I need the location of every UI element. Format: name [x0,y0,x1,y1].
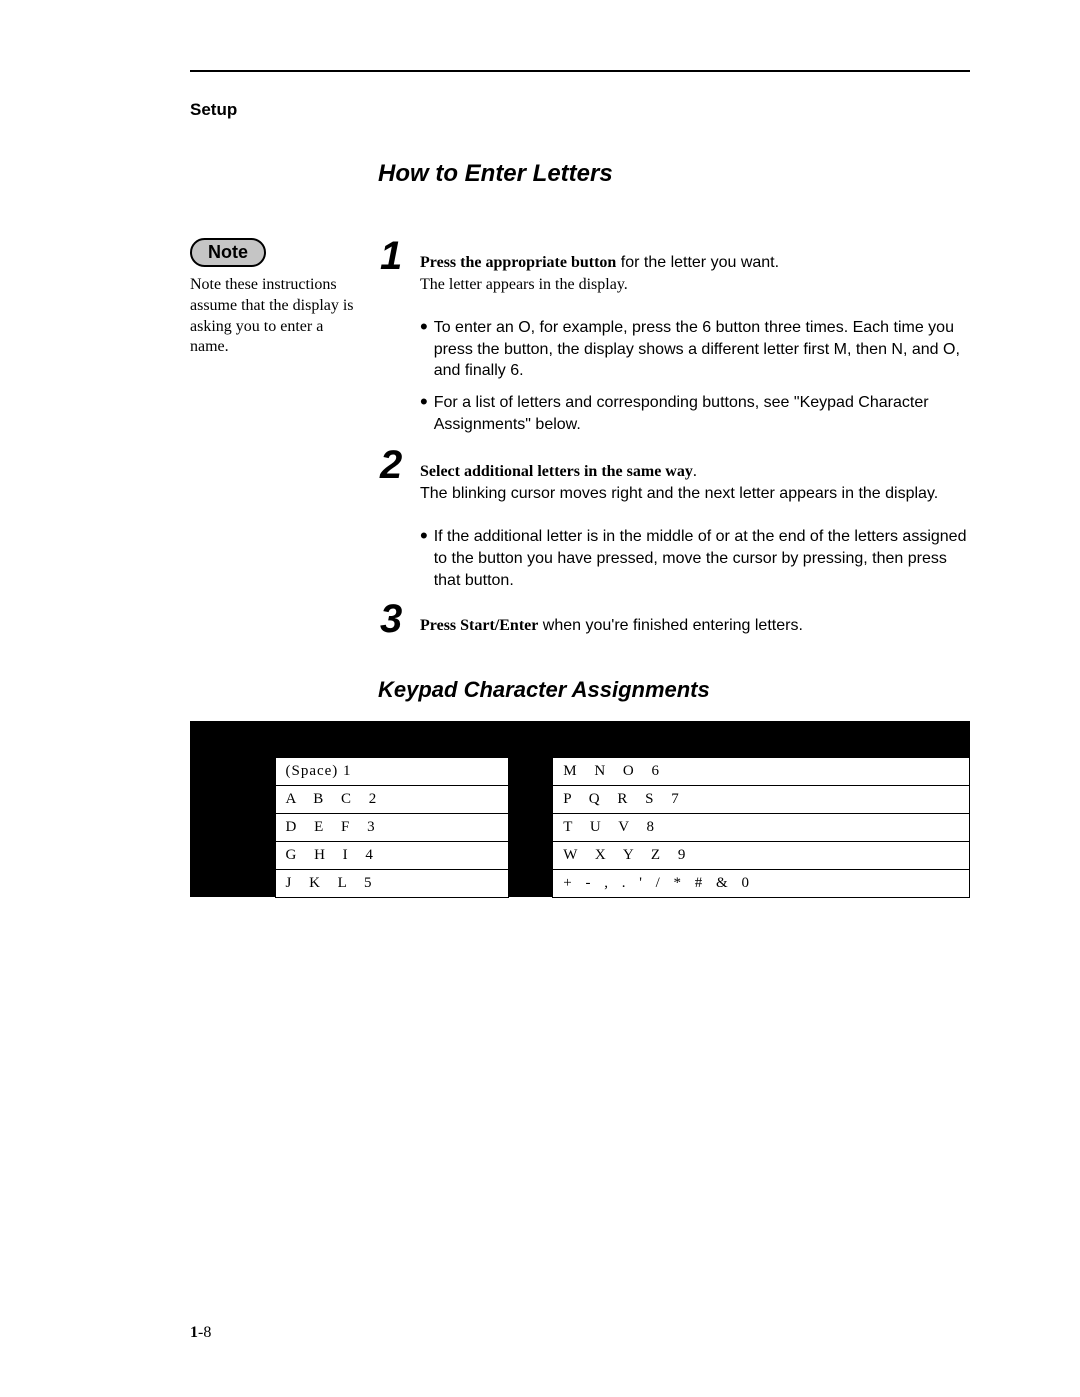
keypad-title: Keypad Character Assignments [378,677,970,703]
note-column: Note Note these instructions assume that… [190,238,360,647]
step-lead-rest: . [693,463,697,480]
document-page: Setup How to Enter Letters Note Note the… [0,0,1080,1397]
bullet-text: If the additional letter is in the middl… [434,526,970,591]
step-lead-bold: Press the appropriate button [420,254,616,271]
table-row: (Space) 1 M N O 6 [190,757,970,785]
step-extra: The letter appears in the display. [420,276,628,293]
step-lead-bold: Press Start/Enter [420,617,538,634]
keypad-cell: T U V 8 [553,813,970,841]
bullet-item: • For a list of letters and correspondin… [420,392,970,435]
step-1: 1 Press the appropriate button for the l… [380,238,970,295]
chapter-number: 1 [190,1324,198,1341]
table-row: G H I 4 W X Y Z 9 [190,841,970,869]
keypad-table: (Space) 1 M N O 6 A B C 2 P Q R S 7 D E … [190,721,970,898]
step-2: 2 Select additional letters in the same … [380,447,970,504]
page-suffix: -8 [198,1324,211,1341]
bullet-icon: • [420,526,428,591]
note-badge: Note [190,238,266,267]
bullet-item: • To enter an O, for example, press the … [420,317,970,382]
step-3: 3 Press Start/Enter when you're finished… [380,601,970,637]
step-lead-rest: when you're finished entering letters. [538,617,803,634]
keypad-cell: J K L 5 [275,869,509,897]
step-body: Press Start/Enter when you're finished e… [420,601,970,637]
bullet-item: • If the additional letter is in the mid… [420,526,970,591]
table-row: D E F 3 T U V 8 [190,813,970,841]
step-body: Select additional letters in the same wa… [420,447,970,504]
step-number: 1 [380,238,408,295]
step-extra: The blinking cursor moves right and the … [420,485,938,502]
table-row: A B C 2 P Q R S 7 [190,785,970,813]
bullet-text: To enter an O, for example, press the 6 … [434,317,970,382]
step-number: 2 [380,447,408,504]
step-body: Press the appropriate button for the let… [420,238,970,295]
table-header-row [190,721,970,757]
step-number: 3 [380,601,408,637]
note-text: Note these instructions assume that the … [190,275,360,358]
keypad-table-wrap: (Space) 1 M N O 6 A B C 2 P Q R S 7 D E … [190,721,970,898]
page-number: 1-8 [190,1324,211,1342]
keypad-cell: P Q R S 7 [553,785,970,813]
keypad-cell: (Space) 1 [275,757,509,785]
keypad-cell: + - , . ' / * # & 0 [553,869,970,897]
keypad-cell: M N O 6 [553,757,970,785]
section-label: Setup [190,100,970,120]
step-1-bullets: • To enter an O, for example, press the … [380,317,970,435]
keypad-cell: A B C 2 [275,785,509,813]
content-row: Note Note these instructions assume that… [190,238,970,647]
keypad-cell: D E F 3 [275,813,509,841]
step-lead-bold: Select additional letters in the same wa… [420,463,693,480]
page-title: How to Enter Letters [378,160,970,188]
table-row: J K L 5 + - , . ' / * # & 0 [190,869,970,897]
keypad-cell: W X Y Z 9 [553,841,970,869]
bullet-icon: • [420,317,428,382]
top-rule [190,70,970,72]
step-2-bullets: • If the additional letter is in the mid… [380,526,970,591]
bullet-text: For a list of letters and corresponding … [434,392,970,435]
keypad-cell: G H I 4 [275,841,509,869]
bullet-icon: • [420,392,428,435]
step-lead-rest: for the letter you want. [616,254,779,271]
steps-column: 1 Press the appropriate button for the l… [380,238,970,647]
